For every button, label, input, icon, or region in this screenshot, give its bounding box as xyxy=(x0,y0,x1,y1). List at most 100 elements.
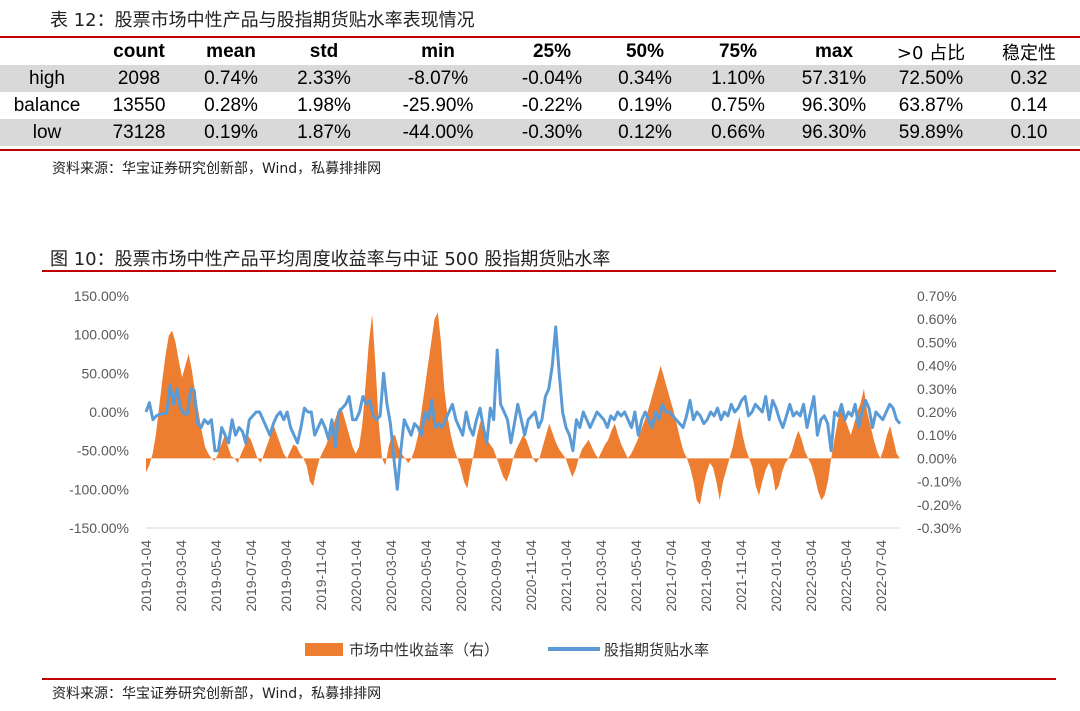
table-cell: -25.90% xyxy=(402,94,474,116)
header-cell: std xyxy=(309,40,339,62)
header-cell: 75% xyxy=(718,40,758,62)
x-axis-tick-label: 2020-07-04 xyxy=(453,540,469,612)
table-cell: 0.28% xyxy=(204,94,258,116)
table-cell: 13550 xyxy=(112,94,166,116)
table-cell: 2.33% xyxy=(278,65,370,92)
x-axis-tick-label: 2022-01-04 xyxy=(768,540,784,612)
table-cell: 73128 xyxy=(94,119,184,146)
table-caption: 表 12：股票市场中性产品与股指期货贴水率表现情况 xyxy=(50,10,475,31)
right-axis-tick-label: 0.10% xyxy=(917,427,957,443)
stats-table: count mean std min 25% 50% 75% max >0 占比… xyxy=(0,38,1080,146)
table-cell: -0.30% xyxy=(506,119,598,146)
header-cell: count xyxy=(113,40,165,62)
x-axis-tick-label: 2019-07-04 xyxy=(243,540,259,612)
table-cell: 0.19% xyxy=(618,94,672,116)
chart-source-note: 资料来源：华宝证券研究创新部，Wind，私募排排网 xyxy=(52,686,382,702)
header-cell: min xyxy=(421,40,455,62)
x-axis-tick-label: 2021-01-04 xyxy=(558,540,574,612)
x-axis-tick-label: 2021-09-04 xyxy=(698,540,714,612)
legend-area-label: 市场中性收益率（右） xyxy=(349,641,499,659)
right-axis-tick-label: 0.50% xyxy=(917,334,957,350)
right-axis-tick-label: -0.30% xyxy=(917,520,961,536)
table-cell: 2098 xyxy=(94,65,184,92)
x-axis-tick-label: 2019-03-04 xyxy=(173,540,189,612)
x-axis-tick-label: 2020-03-04 xyxy=(383,540,399,612)
table-cell: 0.66% xyxy=(692,119,784,146)
table-cell: -8.07% xyxy=(370,65,506,92)
x-axis-tick-label: 2020-01-04 xyxy=(348,540,364,612)
table-cell: 96.30% xyxy=(801,94,867,116)
chart-legend: 市场中性收益率（右） 股指期货贴水率 xyxy=(305,641,709,659)
header-cell: 25% xyxy=(532,40,572,62)
right-axis-ticks: 0.70% 0.60% 0.50% 0.40% 0.30% 0.20% 0.10% 0.00%… xyxy=(917,288,961,536)
table-row: low 73128 0.19% 1.87% -44.00% -0.30% 0.1… xyxy=(0,119,1080,146)
table-row: high 2098 0.74% 2.33% -8.07% -0.04% 0.34… xyxy=(0,65,1080,92)
left-axis-tick-label: 50.00% xyxy=(82,365,129,381)
legend-line-label: 股指期货贴水率 xyxy=(604,641,709,659)
area-series-group xyxy=(146,312,900,505)
x-axis-tick-label: 2020-11-04 xyxy=(523,540,539,611)
table-cell: 0.14 xyxy=(1010,94,1048,116)
left-axis-tick-label: 0.00% xyxy=(89,404,129,420)
row-label: low xyxy=(0,119,94,146)
table-cell: 59.89% xyxy=(884,119,978,146)
table-cell: 57.31% xyxy=(784,65,884,92)
x-axis-tick-label: 2021-11-04 xyxy=(733,540,749,611)
right-axis-tick-label: -0.10% xyxy=(917,474,961,490)
table-row: balance 13550 0.28% 1.98% -25.90% -0.22%… xyxy=(0,92,1080,119)
right-axis-tick-label: 0.30% xyxy=(917,381,957,397)
table-cell: -0.04% xyxy=(506,65,598,92)
table-cell: 96.30% xyxy=(784,119,884,146)
table-cell: 0.12% xyxy=(598,119,692,146)
chart-caption: 图 10：股票市场中性产品平均周度收益率与中证 500 股指期货贴水率 xyxy=(50,249,611,270)
header-cell: mean xyxy=(206,40,256,62)
header-cell: 稳定性 xyxy=(1002,42,1056,64)
x-axis-tick-label: 2022-03-04 xyxy=(803,540,819,612)
table-cell: 63.87% xyxy=(898,94,964,116)
right-axis-tick-label: 0.40% xyxy=(917,358,957,374)
header-cell: max xyxy=(814,40,854,62)
chart-top-rule xyxy=(42,270,1056,272)
left-axis-ticks: 150.00% 100.00% 50.00% 0.00% -50.00% -100.00%… xyxy=(69,288,129,536)
header-cell: >0 占比 xyxy=(896,42,966,64)
table-bottom-rule xyxy=(0,149,1080,151)
x-axis-tick-label: 2021-03-04 xyxy=(593,540,609,612)
table-cell: 0.19% xyxy=(184,119,278,146)
table-cell: 0.32 xyxy=(978,65,1080,92)
table-cell: 1.98% xyxy=(297,94,351,116)
table-cell: 0.10 xyxy=(978,119,1080,146)
x-axis-tick-label: 2021-05-04 xyxy=(628,540,644,612)
x-axis-tick-label: 2019-01-04 xyxy=(138,540,154,612)
row-label: balance xyxy=(13,94,81,116)
left-axis-tick-label: -150.00% xyxy=(69,520,129,536)
table-cell: 0.34% xyxy=(598,65,692,92)
x-axis-tick-label: 2019-11-04 xyxy=(313,540,329,611)
x-axis-ticks: 2019-01-04 2019-03-04 2019-05-04 2019-07-04… xyxy=(138,540,889,612)
table-cell: 1.87% xyxy=(278,119,370,146)
x-axis-tick-label: 2021-07-04 xyxy=(663,540,679,612)
table-top-rule xyxy=(0,36,1080,38)
legend-area-swatch xyxy=(305,643,343,656)
left-axis-tick-label: 100.00% xyxy=(74,327,129,343)
x-axis-tick-label: 2020-09-04 xyxy=(488,540,504,612)
header-cell: 50% xyxy=(625,40,665,62)
right-axis-tick-label: -0.20% xyxy=(917,497,961,513)
row-label: high xyxy=(0,65,94,92)
futures-discount-line xyxy=(144,325,902,491)
table-cell: 72.50% xyxy=(884,65,978,92)
x-axis-tick-label: 2022-07-04 xyxy=(873,540,889,612)
table-cell: 0.75% xyxy=(711,94,765,116)
x-axis-tick-label: 2022-05-04 xyxy=(838,540,854,612)
table-source-note: 资料来源：华宝证券研究创新部，Wind，私募排排网 xyxy=(52,161,382,177)
left-axis-tick-label: -100.00% xyxy=(69,481,129,497)
table-cell: 0.74% xyxy=(184,65,278,92)
table-header-row: count mean std min 25% 50% 75% max >0 占比… xyxy=(0,38,1080,65)
left-axis-tick-label: -50.00% xyxy=(77,443,129,459)
right-axis-tick-label: 0.60% xyxy=(917,311,957,327)
table-cell: 1.10% xyxy=(692,65,784,92)
chart-bottom-rule xyxy=(42,678,1056,680)
table-cell: -44.00% xyxy=(370,119,506,146)
right-axis-tick-label: 0.20% xyxy=(917,404,957,420)
left-axis-tick-label: 150.00% xyxy=(74,288,129,304)
chart-svg: 150.00% 100.00% 50.00% 0.00% -50.00% -100.00%… xyxy=(69,288,961,659)
